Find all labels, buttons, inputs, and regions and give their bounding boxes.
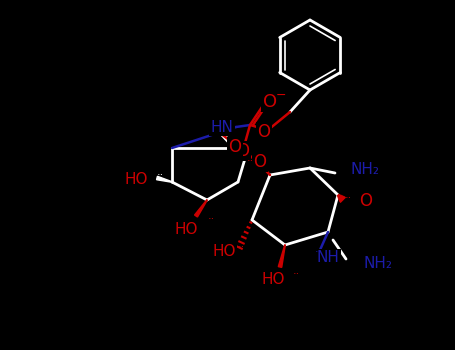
Text: O: O (263, 93, 277, 111)
Text: ··: ·· (315, 247, 322, 257)
Text: −: − (276, 89, 286, 101)
Text: O: O (258, 123, 271, 141)
Text: ··: ·· (293, 269, 300, 279)
Text: ··: ·· (345, 193, 352, 203)
Text: HO: HO (212, 244, 236, 259)
Polygon shape (278, 245, 285, 267)
Text: O: O (237, 142, 249, 160)
Text: NH₂: NH₂ (364, 257, 393, 272)
Text: HO: HO (174, 223, 198, 238)
Text: HO: HO (124, 172, 148, 187)
Polygon shape (157, 176, 172, 182)
Text: HO: HO (261, 273, 285, 287)
Text: O: O (359, 192, 373, 210)
Text: ··: ·· (208, 214, 215, 224)
Text: HN: HN (211, 119, 233, 134)
Text: NH₂: NH₂ (350, 162, 379, 177)
Text: NH: NH (317, 251, 339, 266)
Text: ··: ·· (247, 156, 254, 166)
Text: O: O (253, 153, 267, 171)
Polygon shape (195, 200, 207, 217)
Text: O: O (228, 138, 242, 156)
Text: ··: ·· (238, 242, 245, 252)
Text: ··: ·· (157, 170, 164, 180)
